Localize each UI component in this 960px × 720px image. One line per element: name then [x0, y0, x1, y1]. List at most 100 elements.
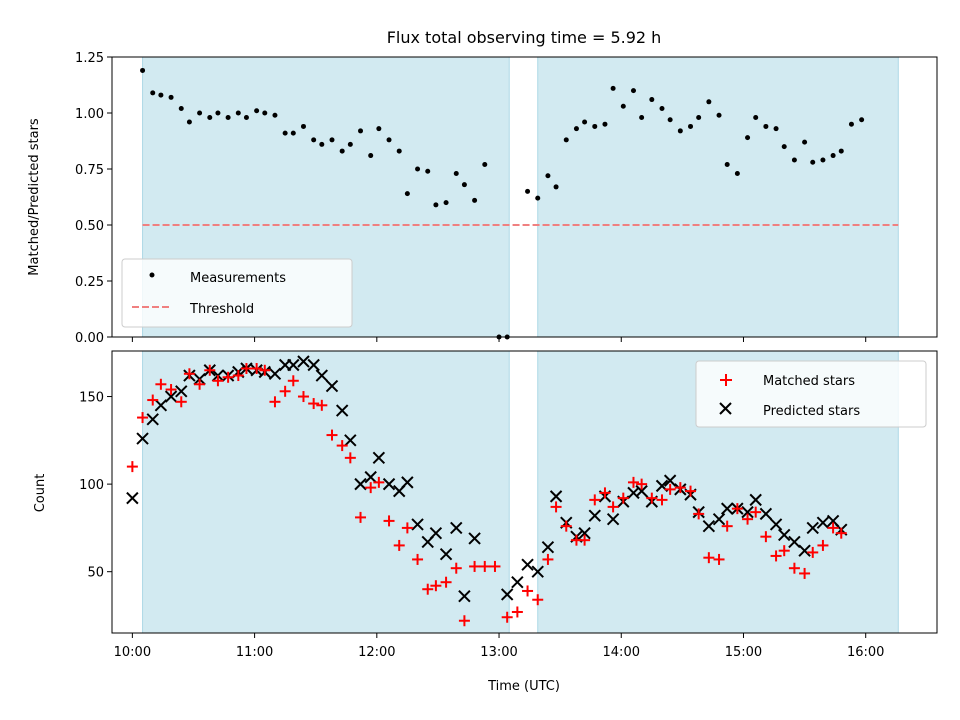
measurement-point: [311, 137, 317, 143]
measurement-point: [535, 195, 541, 201]
measurement-point: [415, 166, 421, 172]
predicted-star-marker: [712, 512, 726, 526]
matched-star-marker: [183, 368, 195, 380]
matched-star-marker: [440, 576, 452, 588]
predicted-star-marker: [287, 358, 300, 372]
legend-matched-marker: [720, 374, 732, 386]
top-y-axis-ticks: 0.00 0.25 0.50 0.75 1.00 1.25: [75, 51, 112, 346]
matched-star-marker: [422, 583, 434, 595]
measurement-point: [610, 85, 616, 91]
legend-predicted-marker: [719, 402, 732, 415]
measurement-point: [319, 141, 325, 147]
matched-star-marker: [560, 520, 572, 532]
predicted-star-marker: [588, 509, 601, 522]
star-count-points: [126, 355, 848, 627]
matched-star-marker: [344, 452, 356, 464]
matched-star-marker: [383, 515, 395, 527]
matched-star-marker: [636, 478, 648, 490]
legend-measurements-label: Measurements: [190, 271, 286, 286]
x-tick-label: 11:00: [236, 645, 273, 660]
measurement-point: [677, 128, 683, 134]
measurement-point: [347, 141, 353, 147]
predicted-star-marker: [606, 512, 620, 526]
matched-star-marker: [674, 482, 686, 494]
measurement-point: [859, 117, 865, 123]
top-shaded-intervals: [142, 56, 899, 338]
measurement-point: [453, 170, 459, 176]
x-axis-label: Time (UTC): [487, 679, 560, 694]
matched-star-marker: [287, 375, 299, 387]
measurement-point: [207, 114, 213, 120]
matched-star-marker: [656, 494, 668, 506]
predicted-star-marker: [411, 518, 424, 531]
matched-star-marker: [550, 501, 562, 513]
measurement-point: [329, 137, 335, 143]
predicted-star-marker: [297, 355, 310, 368]
measurement-point: [630, 88, 636, 94]
y-tick-label: 0.75: [75, 163, 104, 178]
measurement-point: [724, 162, 730, 168]
matched-star-marker: [165, 384, 177, 396]
measurement-point: [667, 117, 673, 123]
matched-star-marker: [685, 485, 697, 497]
matched-star-marker: [599, 487, 611, 499]
matched-star-marker: [646, 492, 658, 504]
predicted-star-marker: [315, 369, 329, 382]
predicted-star-marker: [344, 434, 357, 447]
y-tick-label: 150: [79, 391, 104, 406]
predicted-star-marker: [439, 547, 453, 561]
matched-star-marker: [297, 391, 309, 403]
measurement-point: [734, 170, 740, 176]
measurement-point: [830, 153, 836, 159]
measurement-point: [773, 126, 779, 132]
measurement-point: [235, 110, 241, 116]
predicted-star-marker: [531, 565, 544, 578]
matched-star-marker: [308, 398, 320, 410]
measurement-point: [482, 162, 488, 168]
x-tick-label: 15:00: [725, 645, 762, 660]
predicted-star-marker: [788, 535, 801, 549]
matched-star-marker: [175, 396, 187, 408]
matched-star-marker: [393, 539, 405, 551]
measurement-point: [820, 157, 826, 163]
measurement-point: [282, 130, 288, 136]
matched-star-marker: [450, 562, 462, 574]
predicted-star-marker: [364, 470, 377, 484]
measurement-point: [706, 99, 712, 105]
x-tick-label: 12:00: [358, 645, 395, 660]
matched-star-marker: [194, 378, 206, 390]
matched-star-marker: [664, 483, 676, 495]
matched-star-marker: [222, 371, 234, 383]
measurement-point: [696, 114, 702, 120]
top-y-axis-label: Matched/Predicted stars: [27, 118, 42, 276]
measurement-point: [461, 182, 467, 188]
measurement-point: [745, 135, 751, 141]
matched-star-marker: [316, 399, 328, 411]
measurement-point: [688, 123, 694, 129]
predicted-star-marker: [759, 507, 773, 521]
matched-star-marker: [489, 560, 501, 572]
measurement-point: [563, 137, 569, 143]
measurement-point: [140, 67, 146, 73]
measurement-point: [433, 202, 439, 208]
measurement-point: [639, 114, 645, 120]
matched-star-marker: [373, 476, 385, 488]
matched-star-marker: [617, 492, 629, 504]
matched-star-marker: [232, 370, 244, 382]
matched-star-marker: [155, 378, 167, 390]
measurement-point: [358, 128, 364, 134]
bottom-x-axis-ticks: 10:00 11:00 12:00 13:00 14:00 15:00 16:00: [114, 633, 884, 660]
legend-threshold-label: Threshold: [189, 302, 254, 317]
predicted-star-marker: [458, 590, 471, 603]
legend-measurements-marker: [149, 272, 155, 278]
measurement-point: [225, 114, 231, 120]
predicted-star-marker: [382, 477, 396, 491]
matched-star-marker: [501, 611, 513, 623]
matched-star-marker: [589, 494, 601, 506]
bottom-y-axis-ticks: 50 100 150: [79, 391, 112, 581]
top-plot-frame: [111, 56, 938, 338]
measurement-point: [396, 148, 402, 154]
matched-star-marker: [458, 615, 470, 627]
measurement-point: [716, 112, 722, 118]
